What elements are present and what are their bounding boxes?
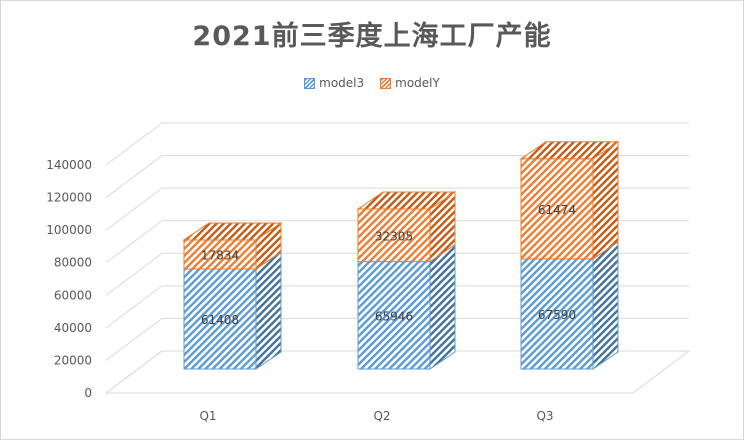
legend-label-model3: model3	[319, 76, 365, 90]
legend-swatch-modelY	[380, 77, 392, 89]
legend-item-model3: model3	[304, 76, 364, 90]
y-axis: 0 20000 40000 60000 80000 100000 120000 140000	[46, 158, 92, 400]
data-label-modelY-Q1: 17834	[201, 248, 239, 262]
gridline-side	[105, 285, 163, 329]
y-tick-label: 100000	[46, 223, 92, 237]
chart-title: 2021前三季度上海工厂产能	[192, 21, 552, 52]
x-tick-label: Q3	[536, 409, 553, 423]
gridline-side	[105, 155, 163, 198]
legend-swatch-model3	[304, 77, 316, 89]
data-label-model3-Q2: 65946	[375, 309, 413, 323]
data-label-model3-Q3: 67590	[538, 308, 576, 322]
gridline-side	[105, 220, 163, 264]
bar-modelY-Q1	[183, 239, 257, 270]
legend-item-modelY: modelY	[380, 76, 440, 90]
bar-modelY-Q2-top	[356, 191, 457, 210]
x-tick-label: Q2	[373, 409, 390, 423]
bar-modelY-Q3	[520, 158, 594, 260]
bar-modelY-Q1-top	[182, 222, 283, 241]
bar-modelY-Q3-side	[592, 140, 619, 260]
bar-model3-Q2-side	[429, 243, 456, 370]
y-tick-label: 40000	[54, 321, 92, 335]
data-label-modelY-Q3: 61474	[538, 203, 576, 217]
bar-model3-Q3	[520, 258, 594, 370]
bar-modelY-Q2	[357, 208, 431, 263]
x-tick-label: Q1	[199, 409, 216, 423]
chart-floor	[104, 350, 691, 394]
y-tick-label: 140000	[46, 158, 92, 172]
gridline-side	[105, 252, 163, 296]
bars: 61408 17834 65946 32305 67590 61474	[182, 140, 620, 370]
y-tick-label: 120000	[46, 191, 92, 205]
y-tick-label: 20000	[54, 353, 92, 367]
data-label-modelY-Q2: 32305	[375, 229, 413, 243]
gridline-side	[105, 122, 163, 166]
bar-model3-Q1	[183, 268, 257, 370]
bar-model3-Q3-side	[592, 240, 619, 370]
y-tick-label: 60000	[54, 288, 92, 302]
legend-label-modelY: modelY	[395, 76, 440, 90]
gridline-side	[105, 318, 163, 361]
chart-legend: model3 modelY	[0, 76, 744, 90]
bar-modelY-Q3-top	[519, 141, 620, 160]
gridline-side	[105, 187, 163, 231]
x-axis: Q1 Q2 Q3	[199, 409, 553, 423]
y-tick-label: 0	[84, 386, 92, 400]
data-label-model3-Q1: 61408	[201, 313, 239, 327]
bar-model3-Q1-side	[255, 251, 282, 370]
y-tick-label: 80000	[54, 256, 92, 270]
bar-model3-Q2	[357, 261, 431, 370]
